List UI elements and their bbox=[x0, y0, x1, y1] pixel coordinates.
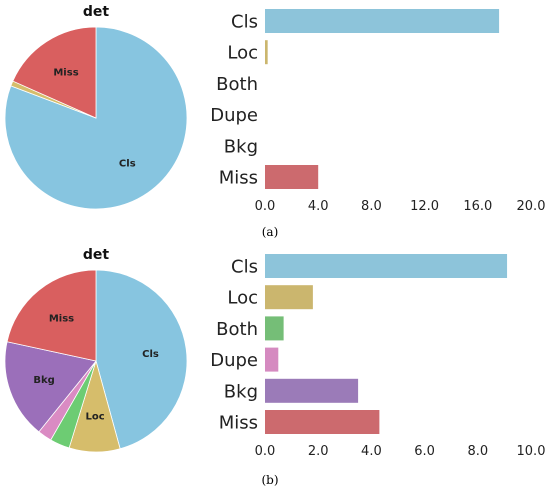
x-tick-label: 8.0 bbox=[361, 199, 382, 214]
x-tick-label: 4.0 bbox=[308, 199, 329, 214]
x-tick-label: 6.0 bbox=[414, 444, 435, 459]
bar-cls bbox=[265, 9, 500, 33]
pie-title: det bbox=[83, 247, 110, 263]
bar-both bbox=[265, 316, 284, 341]
bar-label-loc: Loc bbox=[227, 43, 258, 64]
bar-loc bbox=[265, 285, 313, 310]
bar-miss bbox=[265, 410, 380, 434]
figure-caption: (b) bbox=[261, 473, 278, 487]
bar-label-miss: Miss bbox=[219, 167, 258, 188]
bar-label-bkg: Bkg bbox=[224, 381, 258, 402]
pie-slice-cls bbox=[95, 269, 188, 450]
bar-label-dupe: Dupe bbox=[210, 350, 258, 371]
bar-loc bbox=[265, 40, 268, 65]
bar-chart-3: Cls Loc Both Dupe Bkg Miss 0.0 2.0 4.0 6.0 8.0 10.0 bbox=[210, 254, 545, 459]
bar-label-both: Both bbox=[216, 319, 258, 340]
bar-cls bbox=[265, 254, 508, 278]
bar-label-miss: Miss bbox=[219, 412, 258, 433]
figure-caption: (a) bbox=[262, 225, 279, 239]
pie-slice-cls bbox=[4, 26, 188, 210]
bar-bkg bbox=[265, 378, 359, 403]
bar-miss bbox=[265, 165, 319, 189]
bar-label-cls: Cls bbox=[231, 11, 258, 32]
x-tick-label: 16.0 bbox=[463, 199, 492, 214]
pie-label-miss: Miss bbox=[53, 67, 78, 78]
bar-label-dupe: Dupe bbox=[210, 105, 258, 126]
x-tick-label: 4.0 bbox=[361, 444, 382, 459]
pie-slice-bkg bbox=[4, 341, 97, 433]
bar-label-cls: Cls bbox=[231, 256, 258, 277]
pie-label-miss: Miss bbox=[49, 314, 74, 325]
x-tick-label: 0.0 bbox=[255, 444, 276, 459]
pie-chart-0: det Cls Miss bbox=[4, 4, 188, 210]
pie-label-bkg: Bkg bbox=[33, 375, 54, 386]
bar-label-loc: Loc bbox=[227, 288, 258, 309]
bar-label-both: Both bbox=[216, 74, 258, 95]
pie-label-cls: Cls bbox=[142, 349, 159, 360]
pie-slice-miss bbox=[12, 26, 97, 119]
x-tick-label: 12.0 bbox=[410, 199, 439, 214]
pie-label-loc: Loc bbox=[86, 411, 105, 422]
x-tick-label: 8.0 bbox=[467, 444, 488, 459]
pie-title: det bbox=[83, 4, 110, 20]
bar-dupe bbox=[265, 347, 279, 372]
x-tick-label: 2.0 bbox=[308, 444, 329, 459]
bar-chart-1: Cls Loc Both Dupe Bkg Miss 0.0 4.0 8.0 12.0 16.0 20… bbox=[210, 9, 545, 214]
pie-label-cls: Cls bbox=[119, 159, 136, 170]
x-tick-label: 20.0 bbox=[517, 199, 546, 214]
pie-chart-2: det Cls Loc Bkg Miss bbox=[4, 247, 188, 453]
x-tick-label: 10.0 bbox=[517, 444, 546, 459]
bar-label-bkg: Bkg bbox=[224, 136, 258, 157]
pie-slice-miss bbox=[6, 269, 97, 362]
x-tick-label: 0.0 bbox=[255, 199, 276, 214]
